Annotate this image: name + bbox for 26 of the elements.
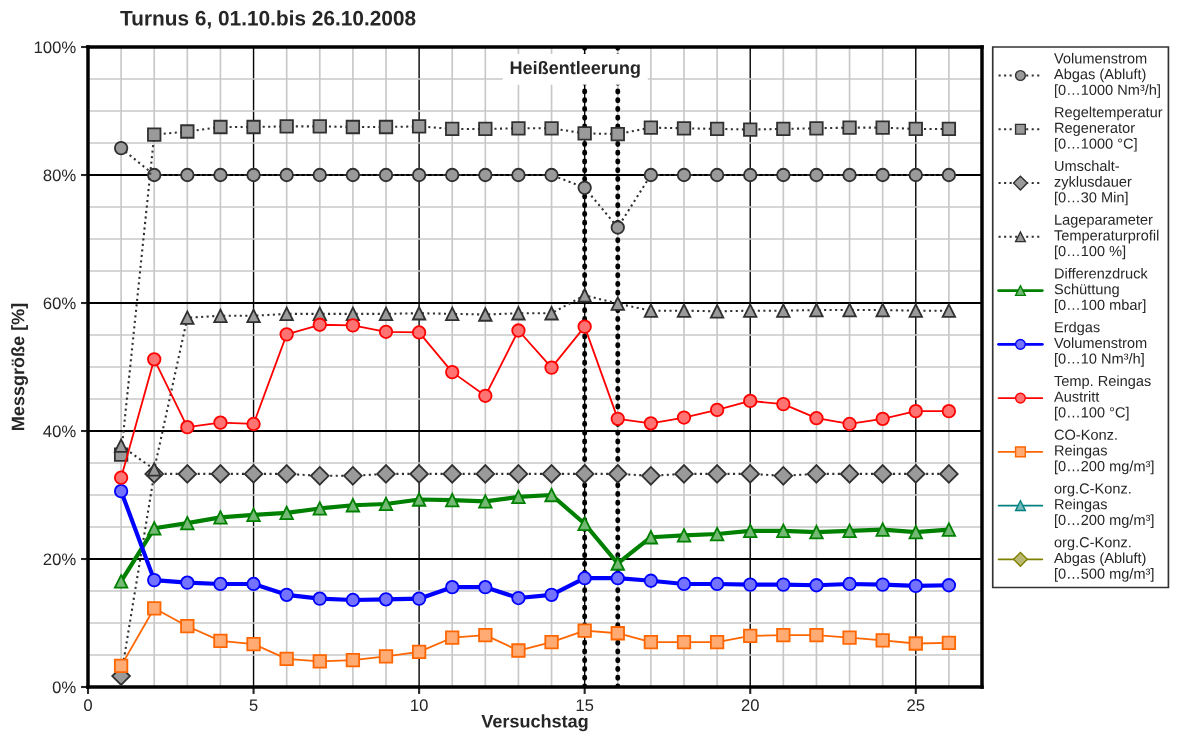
y-tick-label: 60% (43, 297, 76, 310)
legend-label: org.C-Konz. Abgas (Abluft) [0…500 mg/m³] (1054, 537, 1154, 582)
y-tick-label: 20% (43, 553, 76, 566)
chart-title: Turnus 6, 01.10.bis 26.10.2008 (120, 10, 416, 29)
y-tick-label: 80% (43, 169, 76, 182)
x-tick-label: 15 (576, 699, 594, 712)
y-tick-label: 40% (43, 425, 76, 438)
x-tick-label: 20 (741, 699, 759, 712)
x-tick-label: 0 (84, 699, 92, 712)
legend-label: Regeltemperatur Regenerator [0…1000 °C] (1055, 106, 1163, 152)
y-tick-label: 0% (52, 681, 76, 694)
legend-label: Differenzdruck Schüttung [0…100 mbar] (1054, 267, 1148, 313)
x-axis-title: Versuchstag (481, 714, 588, 732)
legend-label: Temp. Reingas Austritt [0…100 °C] (1054, 375, 1151, 421)
legend-label: Umschalt- zyklusdauer [0…30 Min] (1054, 160, 1132, 206)
x-tick-label: 25 (907, 699, 925, 712)
legend-label: Volumenstrom Abgas (Abluft) [0…1000 Nm³/h] (1054, 52, 1160, 98)
x-tick-label: 10 (411, 699, 428, 712)
legend-label: org.C-Konz. Reingas [0…200 mg/m³] (1054, 483, 1154, 528)
x-tick-label: 5 (249, 699, 258, 712)
legend-label: Erdgas Volumenstrom [0…10 Nm³/h] (1054, 321, 1147, 367)
legend-label: CO-Konz. Reingas [0…200 mg/m³] (1054, 429, 1154, 475)
y-axis-title: Messgröße [%] (11, 303, 29, 430)
y-tick-label: 100% (34, 41, 76, 54)
annotation: Heißentleerung (510, 60, 640, 78)
legend-label: Lageparameter Temperaturprofil [0…100 %] (1054, 214, 1159, 260)
